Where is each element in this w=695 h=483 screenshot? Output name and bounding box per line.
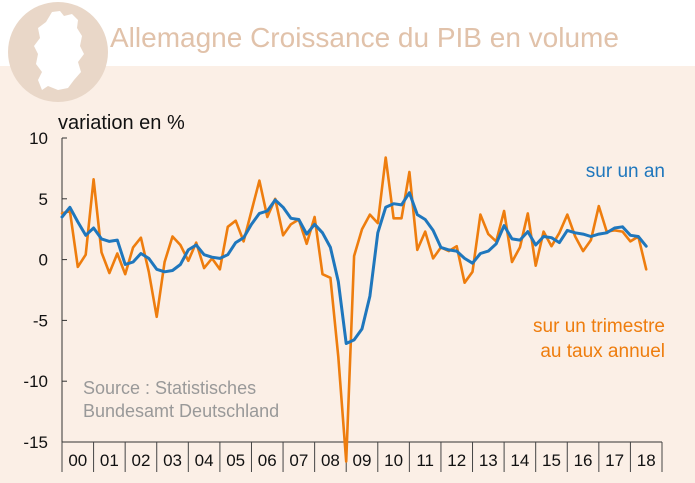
x-tick-label: 00 [68,451,87,470]
x-tick-label: 10 [384,451,403,470]
chart-title: Allemagne Croissance du PIB en volume [110,22,619,53]
x-tick-label: 11 [416,451,434,470]
x-tick-label: 05 [226,451,245,470]
x-tick-label: 03 [163,451,182,470]
x-tick-label: 13 [479,451,498,470]
y-tick-label: -10 [23,372,48,391]
x-tick-label: 14 [510,451,529,470]
series-line-trimestre [60,156,648,463]
x-tick-label: 17 [605,451,624,470]
y-tick-label: -15 [23,433,48,452]
x-tick-label: 08 [321,451,340,470]
x-tick-label: 18 [637,451,656,470]
legend-trimestre-line1: sur un trimestre [533,316,665,337]
y-tick-label: 10 [29,129,48,148]
y-tick-label: 5 [39,190,48,209]
x-tick-label: 02 [131,451,150,470]
y-axis-label: variation en % [58,112,185,134]
source-line1: Source : Statistisches [83,378,256,398]
x-tick-label: 15 [542,451,561,470]
legend-sur-un-an: sur un an [586,161,665,182]
x-tick-label: 16 [574,451,593,470]
x-tick-label: 01 [100,451,119,470]
x-tick-label: 04 [195,451,214,470]
legend-trimestre-line2: au taux annuel [540,341,665,362]
x-tick-label: 09 [353,451,372,470]
source-line2: Bundesamt Deutschland [83,401,279,421]
x-tick-label: 06 [258,451,277,470]
y-tick-label: 0 [39,251,48,270]
x-tick-label: 07 [289,451,308,470]
series-line-sur-un-an [60,191,648,345]
y-tick-label: -5 [33,311,48,330]
germany-map-shape [34,11,84,90]
x-tick-label: 12 [447,451,466,470]
title-band [0,0,695,66]
germany-map-icon [8,2,108,102]
